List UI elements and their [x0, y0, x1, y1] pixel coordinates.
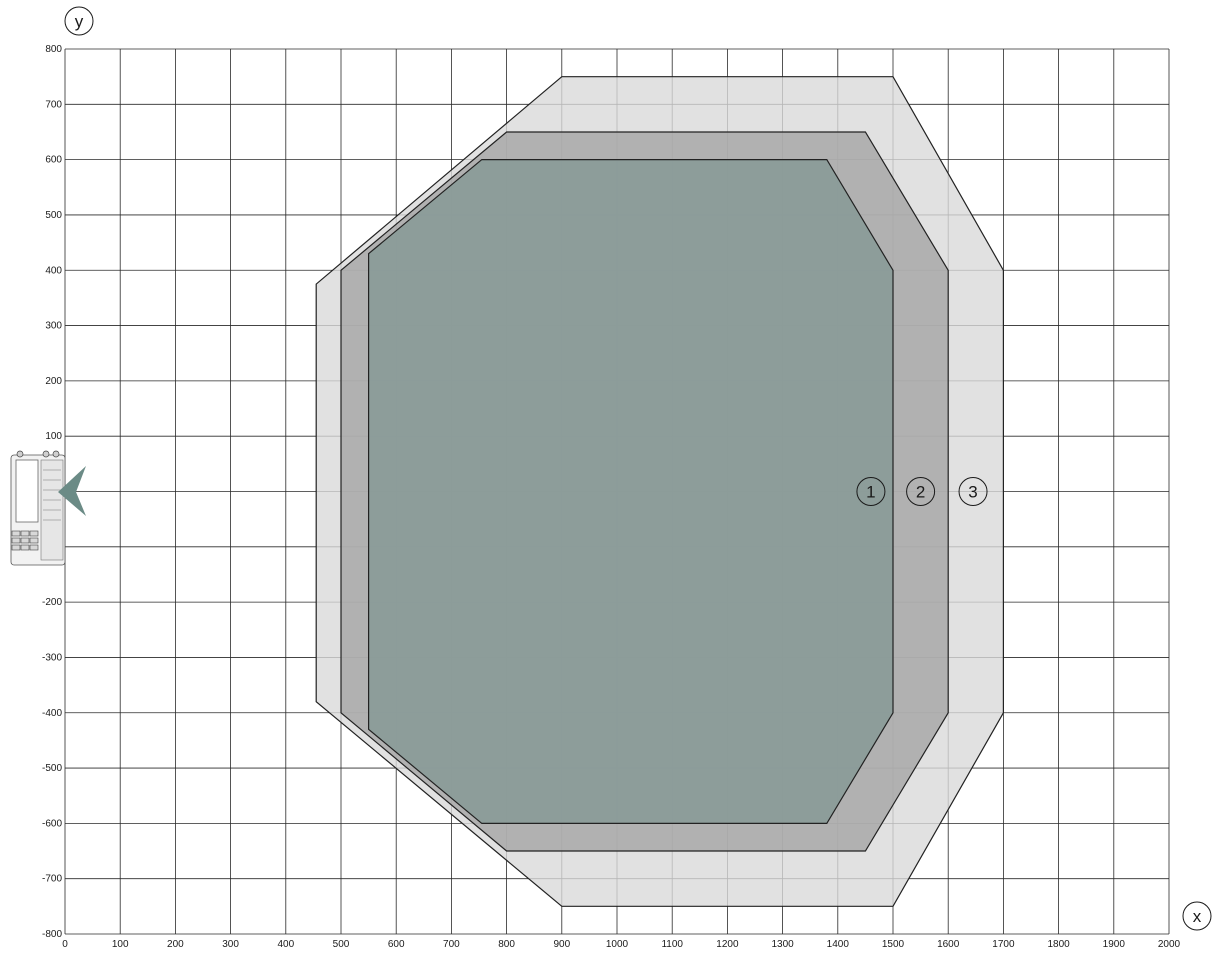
- x-tick-label: 700: [443, 939, 460, 950]
- y-tick-label: -400: [42, 708, 62, 719]
- x-tick-label: 1600: [937, 939, 960, 950]
- x-tick-label: 1400: [827, 939, 850, 950]
- y-tick-label: 300: [45, 321, 62, 332]
- y-tick-label: 200: [45, 376, 62, 387]
- x-axis-label: x: [1193, 907, 1202, 926]
- x-tick-label: 600: [388, 939, 405, 950]
- y-tick-label: -800: [42, 929, 62, 940]
- zone-1-marker: [856, 477, 886, 506]
- y-axis-label: y: [75, 12, 84, 31]
- x-tick-label: 1100: [661, 939, 683, 950]
- y-axis-letter-circle: [64, 6, 94, 36]
- y-tick-label: 600: [45, 155, 62, 166]
- y-tick-label: -200: [42, 597, 62, 608]
- zone-3-marker: [958, 477, 988, 506]
- y-tick-label: 700: [45, 99, 62, 110]
- x-tick-label: 1200: [716, 939, 739, 950]
- zone-labels: 3 2 1: [856, 477, 988, 506]
- x-axis-letter-circle: [1182, 901, 1212, 931]
- device-terminals: [11, 530, 39, 551]
- x-tick-label: 100: [112, 939, 129, 950]
- x-tick-label: 1900: [1103, 939, 1126, 950]
- zone-3-label: 3: [968, 483, 977, 502]
- x-tick-label: 1500: [882, 939, 905, 950]
- x-tick-label: 300: [222, 939, 239, 950]
- device-connector-1: [16, 450, 24, 458]
- x-tick-label: 500: [333, 939, 350, 950]
- device-window: [15, 459, 39, 523]
- x-tick-label: 2000: [1158, 939, 1181, 950]
- y-tick-label: 400: [45, 265, 62, 276]
- device-vent-lines: [43, 469, 61, 521]
- x-tick-label: 400: [277, 939, 294, 950]
- x-tick-label: 1700: [992, 939, 1015, 950]
- zone-1-label: 1: [866, 483, 875, 502]
- zones: [315, 76, 1005, 907]
- axis-letters: y x: [64, 6, 1212, 931]
- zone-2-label: 2: [916, 483, 925, 502]
- x-tick-label: 200: [167, 939, 184, 950]
- x-tick-label: 0: [62, 939, 68, 950]
- y-tick-label: 800: [45, 44, 62, 55]
- x-tick-label: 1000: [606, 939, 629, 950]
- device-connector-3: [52, 450, 60, 458]
- y-tick-label: -600: [42, 818, 62, 829]
- x-tick-label: 800: [498, 939, 515, 950]
- y-tick-label: -700: [42, 874, 62, 885]
- x-tick-label: 900: [553, 939, 570, 950]
- y-tick-label: -500: [42, 763, 62, 774]
- scanner-beam-icon: [58, 466, 86, 516]
- x-tick-label: 1300: [771, 939, 794, 950]
- y-tick-label: 500: [45, 210, 62, 221]
- y-tick-label: -300: [42, 652, 62, 663]
- x-tick-label: 1800: [1047, 939, 1070, 950]
- y-tick-label: 100: [45, 431, 62, 442]
- device-connector-2: [42, 450, 50, 458]
- field-zone-1: [368, 159, 894, 825]
- scanner-device-icon: [10, 450, 86, 566]
- zone-2-marker: [906, 477, 936, 506]
